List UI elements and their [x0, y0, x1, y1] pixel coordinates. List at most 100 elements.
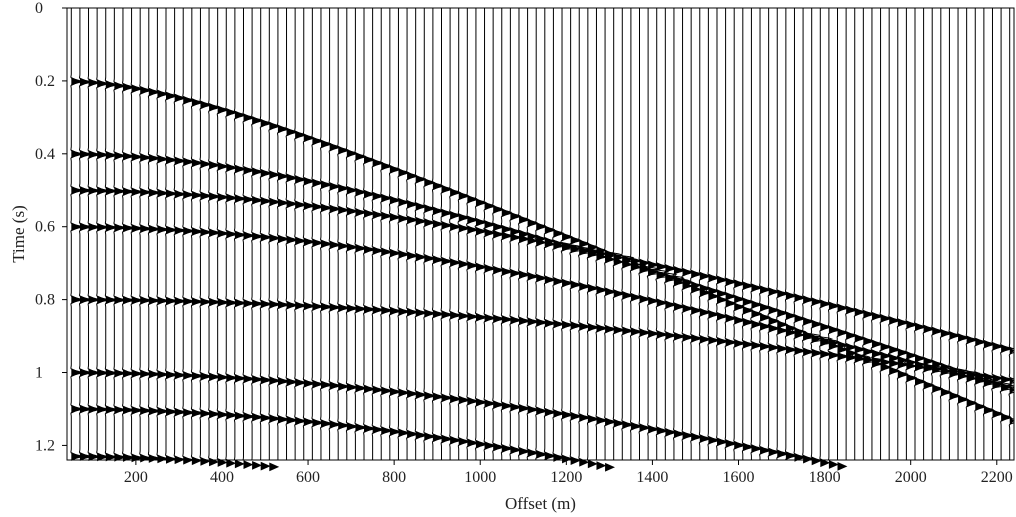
wavelet-lobe	[562, 320, 572, 330]
wavelet-lobe	[157, 454, 168, 464]
wavelet-lobe	[915, 362, 925, 372]
wavelet-lobe	[450, 394, 460, 404]
wavelet-lobe	[665, 264, 676, 273]
wavelet-lobe	[148, 454, 159, 463]
wavelet-lobe	[932, 326, 943, 336]
wavelet-lobe	[725, 298, 736, 308]
wavelet-lobe	[527, 405, 538, 414]
wavelet-lobe	[871, 356, 882, 366]
wavelet-lobe	[381, 247, 392, 257]
wavelet-lobe	[932, 365, 943, 374]
wavelet-lobe	[355, 207, 366, 217]
wavelet-lobe	[97, 222, 108, 232]
wavelet-lobe	[536, 273, 547, 283]
wavelet-lobe	[286, 199, 297, 209]
wavelet-lobe	[691, 281, 702, 290]
wavelet-lobe	[992, 373, 1003, 383]
wavelet-lobe	[742, 340, 753, 349]
seismic-trace	[836, 8, 849, 461]
wavelet-lobe	[828, 301, 839, 311]
wavelet-lobe	[329, 420, 340, 429]
seismic-trace	[810, 8, 834, 461]
wavelet-lobe	[992, 380, 1003, 390]
seismic-trace	[397, 8, 410, 460]
x-tick-label: 600	[296, 469, 320, 486]
wavelet-lobe	[407, 307, 417, 317]
wavelet-lobe	[148, 87, 159, 97]
seismic-trace	[147, 8, 160, 461]
wavelet-lobe	[673, 332, 684, 341]
wavelet-lobe	[966, 398, 977, 408]
seismic-trace	[328, 8, 341, 460]
seismic-trace	[130, 8, 143, 461]
wavelet-lobe	[493, 205, 504, 214]
wavelet-lobe	[880, 357, 891, 367]
wavelet-lobe	[837, 352, 848, 361]
x-tick-label: 200	[124, 469, 148, 486]
wavelet-lobe	[277, 198, 288, 208]
wavelet-lobe	[475, 397, 486, 407]
wavelet-lobe	[544, 407, 555, 417]
wavelet-lobe	[915, 377, 925, 386]
wavelet-lobe	[725, 439, 736, 448]
wavelet-lobe	[1001, 412, 1011, 422]
wavelet-lobe	[906, 373, 917, 383]
wavelet-lobe	[71, 452, 82, 461]
wavelet-lobe	[734, 440, 745, 450]
wavelet-lobe	[329, 381, 340, 391]
wavelet-lobe	[217, 372, 228, 382]
wavelet-lobe	[295, 175, 306, 184]
wavelet-lobe	[269, 170, 280, 180]
wavelet-lobe	[863, 336, 874, 346]
wavelet-lobe	[605, 417, 615, 427]
wavelet-lobe	[295, 130, 306, 140]
seismic-trace	[914, 8, 931, 460]
wavelet-lobe	[467, 225, 478, 235]
wavelet-lobe	[570, 235, 581, 245]
wavelet-lobe	[320, 239, 331, 249]
wavelet-lobe	[777, 344, 788, 353]
wavelet-lobe	[708, 273, 719, 283]
wavelet-lobe	[217, 161, 228, 171]
wavelet-lobe	[536, 406, 547, 416]
wavelet-lobe	[441, 184, 452, 194]
wavelet-lobe	[656, 298, 667, 308]
wavelet-lobe	[209, 192, 219, 201]
wavelet-lobe	[1001, 344, 1011, 353]
seismic-trace	[233, 8, 246, 461]
wavelet-lobe	[484, 399, 495, 408]
wavelet-lobe	[570, 456, 581, 466]
wavelet-lobe	[295, 301, 306, 310]
wavelet-lobe	[191, 158, 202, 168]
wavelet-lobe	[536, 222, 547, 231]
wavelet-lobe	[475, 217, 486, 227]
wavelet-lobe	[811, 334, 822, 344]
wavelet-lobe	[295, 236, 306, 246]
wavelet-lobe	[217, 192, 228, 202]
wavelet-lobe	[88, 186, 99, 196]
seismic-trace	[268, 8, 281, 461]
wavelet-lobe	[983, 372, 994, 382]
wavelet-lobe	[71, 368, 82, 377]
wavelet-lobe	[983, 405, 994, 415]
wavelet-lobe	[562, 454, 572, 464]
wavelet-lobe	[450, 435, 460, 445]
wavelet-lobe	[424, 308, 435, 318]
wavelet-lobe	[656, 262, 667, 272]
wavelet-lobe	[742, 281, 753, 291]
wavelet-lobe	[97, 295, 108, 305]
wavelet-lobe	[854, 354, 865, 364]
wavelet-lobe	[975, 402, 986, 411]
wavelet-lobe	[88, 78, 99, 88]
wavelet-lobe	[312, 136, 323, 146]
wavelet-lobe	[940, 328, 951, 338]
wavelet-lobe	[587, 414, 598, 424]
wavelet-lobe	[484, 201, 495, 211]
wavelet-lobe	[923, 363, 934, 373]
wavelet-lobe	[553, 241, 564, 250]
wavelet-lobe	[665, 331, 676, 340]
wavelet-lobe	[252, 412, 262, 422]
wavelet-lobe	[269, 121, 280, 131]
wavelet-lobe	[605, 462, 615, 472]
wavelet-lobe	[252, 167, 262, 177]
